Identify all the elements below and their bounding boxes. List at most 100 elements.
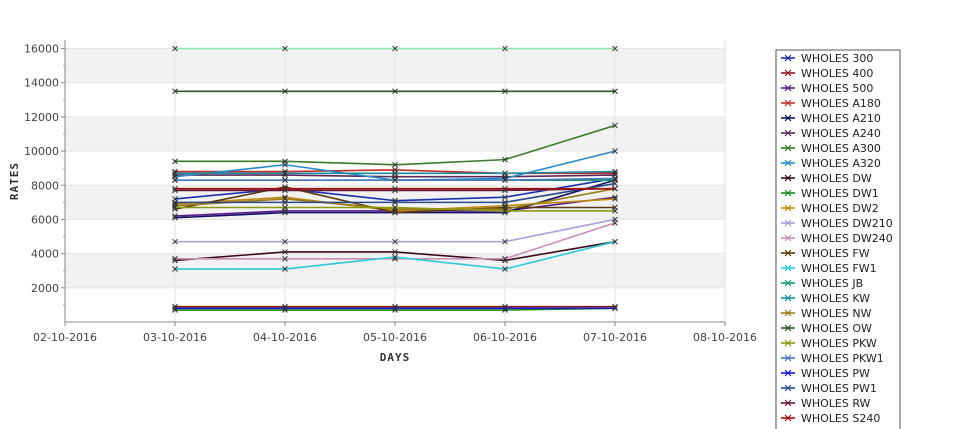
y-tick-label: 14000 xyxy=(24,77,59,90)
data-point xyxy=(502,305,508,312)
data-point xyxy=(172,199,178,206)
data-point xyxy=(282,45,288,52)
series-18 xyxy=(172,88,618,95)
legend-label: WHOLES DW xyxy=(801,172,872,185)
data-point xyxy=(282,238,288,245)
legend-item: WHOLES 500 xyxy=(781,82,873,95)
legend-label: WHOLES NW xyxy=(801,307,872,320)
data-point xyxy=(282,185,288,192)
x-tick-label: 07-10-2016 xyxy=(583,331,647,344)
data-point xyxy=(282,209,288,216)
legend-label: WHOLES PW1 xyxy=(801,382,877,395)
legend-item: WHOLES A180 xyxy=(781,97,881,110)
data-point xyxy=(172,204,178,211)
data-point xyxy=(282,266,288,272)
legend-item: WHOLES A210 xyxy=(781,112,881,125)
legend-marker xyxy=(784,279,792,287)
legend-label: WHOLES DW240 xyxy=(801,232,893,245)
legend-item: WHOLES RW xyxy=(781,397,871,410)
data-point xyxy=(502,156,508,163)
legend-label: WHOLES PKW1 xyxy=(801,352,884,365)
legend-label: WHOLES RW xyxy=(801,397,871,410)
legend-item: WHOLES DW1 xyxy=(781,187,879,200)
y-axis-ticks: 2000 4000 6000 8000 10000 12000 14000 16000 xyxy=(24,43,65,306)
data-point xyxy=(392,199,398,206)
data-point xyxy=(282,204,288,211)
data-point xyxy=(502,185,508,192)
legend-marker xyxy=(784,369,792,377)
legend-label: WHOLES A320 xyxy=(801,157,881,170)
data-point xyxy=(612,208,618,214)
y-tick-label: 8000 xyxy=(31,179,59,192)
data-point xyxy=(612,238,618,245)
data-point xyxy=(502,238,508,245)
legend-item: WHOLES PW1 xyxy=(781,382,877,395)
legend-label: WHOLES 300 xyxy=(801,52,873,65)
legend-item: WHOLES DW2 xyxy=(781,202,879,215)
legend-marker xyxy=(784,309,792,317)
legend-marker xyxy=(784,69,792,77)
legend-label: WHOLES JB xyxy=(801,277,863,290)
legend-marker xyxy=(784,234,792,242)
legend-label: WHOLES FW xyxy=(801,247,870,260)
legend-label: WHOLES PKW xyxy=(801,337,877,350)
data-point xyxy=(392,204,398,211)
legend-marker xyxy=(784,399,792,407)
legend-marker xyxy=(784,174,792,182)
data-point xyxy=(392,305,398,312)
data-point xyxy=(612,220,618,226)
legend-item: WHOLES DW210 xyxy=(781,217,893,230)
data-point xyxy=(502,266,508,272)
legend-item: WHOLES DW xyxy=(781,172,872,185)
legend-label: WHOLES KW xyxy=(801,292,870,305)
legend-item: WHOLES PKW xyxy=(781,337,877,350)
legend-marker xyxy=(784,84,792,92)
data-point xyxy=(172,88,178,95)
legend-marker xyxy=(784,54,792,62)
legend-marker xyxy=(784,99,792,107)
data-point xyxy=(612,45,618,52)
data-point xyxy=(172,185,178,192)
x-tick-label: 04-10-2016 xyxy=(253,331,317,344)
data-point xyxy=(172,255,178,262)
series-25 xyxy=(172,45,618,52)
data-point xyxy=(612,175,618,182)
legend-marker xyxy=(784,294,792,302)
data-point xyxy=(172,45,178,52)
data-point xyxy=(612,148,618,154)
y-axis-title: RATES xyxy=(8,162,21,200)
data-point xyxy=(502,194,508,201)
data-point xyxy=(502,88,508,95)
y-tick-label: 16000 xyxy=(24,43,59,56)
legend-item: WHOLES A320 xyxy=(781,157,881,170)
data-point xyxy=(172,266,178,272)
legend-marker xyxy=(784,204,792,212)
legend-marker xyxy=(784,354,792,362)
data-point xyxy=(502,208,508,214)
data-point xyxy=(502,199,508,206)
legend-item: WHOLES S240 xyxy=(781,412,880,425)
legend: WHOLES 300 WHOLES 400 WHOLES 500 WHOLES A18… xyxy=(775,49,901,429)
legend-marker xyxy=(784,339,792,347)
data-point xyxy=(612,196,618,202)
legend-marker xyxy=(784,114,792,122)
legend-label: WHOLES S240 xyxy=(801,412,880,425)
legend-label: WHOLES DW210 xyxy=(801,217,893,230)
legend-marker xyxy=(784,189,792,197)
series-24 xyxy=(172,185,618,192)
legend-item: WHOLES KW xyxy=(781,292,870,305)
legend-item: WHOLES A240 xyxy=(781,127,881,140)
data-point xyxy=(612,185,618,192)
data-point xyxy=(392,161,398,168)
data-point xyxy=(392,45,398,52)
x-tick-label: 03-10-2016 xyxy=(143,331,207,344)
legend-label: WHOLES OW xyxy=(801,322,872,335)
legend-marker xyxy=(784,384,792,392)
x-tick-label: 02-10-2016 xyxy=(33,331,97,344)
data-point xyxy=(502,255,508,262)
series-12 xyxy=(172,220,618,262)
data-point xyxy=(392,170,398,177)
series-22 xyxy=(172,180,618,206)
legend-label: WHOLES 400 xyxy=(801,67,873,80)
legend-item: WHOLES 300 xyxy=(781,52,873,65)
